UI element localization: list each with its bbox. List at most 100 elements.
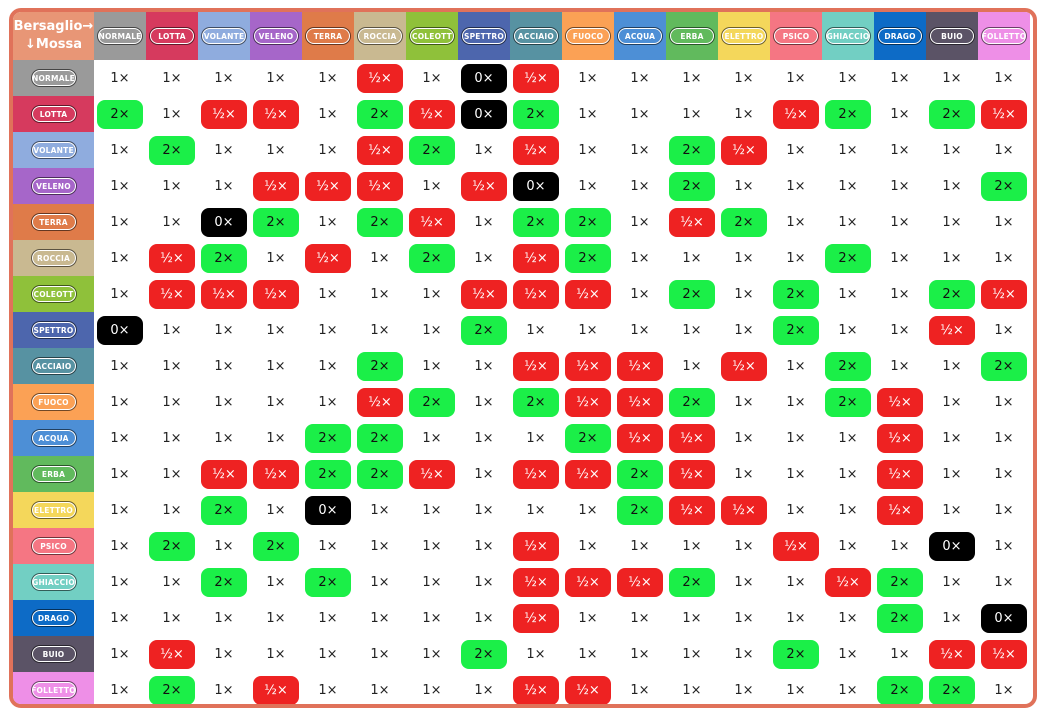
row-header-acqua: ACQUA	[13, 420, 94, 456]
column-header-drago: DRAGO	[874, 12, 926, 60]
effectiveness-value: ½×	[513, 351, 559, 381]
cell-terra-vs-roccia: 2×	[354, 204, 406, 240]
effectiveness-value: ½×	[513, 531, 559, 561]
effectiveness-value: 1×	[110, 538, 130, 554]
cell-spettro-vs-buio: ½×	[926, 312, 978, 348]
effectiveness-value: 1×	[110, 286, 130, 302]
cell-acqua-vs-spettro: 1×	[458, 420, 510, 456]
cell-acqua-vs-acqua: ½×	[614, 420, 666, 456]
effectiveness-value: 2×	[513, 387, 559, 417]
effectiveness-value: 1×	[942, 574, 962, 590]
cell-roccia-vs-spettro: 1×	[458, 240, 510, 276]
cell-acciaio-vs-roccia: 2×	[354, 348, 406, 384]
cell-drago-vs-veleno: 1×	[250, 600, 302, 636]
effectiveness-value: 1×	[578, 502, 598, 518]
cell-buio-vs-psico: 2×	[770, 636, 822, 672]
cell-buio-vs-terra: 1×	[302, 636, 354, 672]
effectiveness-value: ½×	[409, 207, 455, 237]
cell-elettro-vs-ghiaccio: 1×	[822, 492, 874, 528]
cell-erba-vs-elettro: 1×	[718, 456, 770, 492]
cell-ghiaccio-vs-acqua: ½×	[614, 564, 666, 600]
cell-fuoco-vs-acqua: ½×	[614, 384, 666, 420]
cell-coleott-vs-veleno: ½×	[250, 276, 302, 312]
cell-erba-vs-lotta: 1×	[146, 456, 198, 492]
cell-fuoco-vs-acciaio: 2×	[510, 384, 562, 420]
cell-drago-vs-buio: 1×	[926, 600, 978, 636]
cell-folletto-vs-drago: 2×	[874, 672, 926, 704]
type-badge-drago: DRAGO	[878, 28, 922, 44]
cell-erba-vs-erba: ½×	[666, 456, 718, 492]
effectiveness-value: 1×	[110, 70, 130, 86]
effectiveness-value: 2×	[877, 675, 923, 704]
cell-normale-vs-buio: 1×	[926, 60, 978, 96]
effectiveness-value: 2×	[201, 243, 247, 273]
effectiveness-value: 1×	[370, 574, 390, 590]
cell-folletto-vs-lotta: 2×	[146, 672, 198, 704]
cell-folletto-vs-normale: 1×	[94, 672, 146, 704]
cell-acqua-vs-acciaio: 1×	[510, 420, 562, 456]
column-header-ghiaccio: GHIACCIO	[822, 12, 874, 60]
effectiveness-value: 1×	[838, 178, 858, 194]
cell-normale-vs-elettro: 1×	[718, 60, 770, 96]
effectiveness-value: 1×	[318, 70, 338, 86]
cell-ghiaccio-vs-erba: 2×	[666, 564, 718, 600]
effectiveness-value: 1×	[370, 646, 390, 662]
cell-fuoco-vs-volante: 1×	[198, 384, 250, 420]
effectiveness-value: 1×	[786, 394, 806, 410]
effectiveness-value: 2×	[877, 567, 923, 597]
effectiveness-value: 1×	[630, 214, 650, 230]
cell-coleott-vs-acqua: 1×	[614, 276, 666, 312]
cell-ghiaccio-vs-terra: 2×	[302, 564, 354, 600]
column-header-veleno: VELENO	[250, 12, 302, 60]
effectiveness-value: ½×	[669, 459, 715, 489]
effectiveness-value: ½×	[617, 567, 663, 597]
cell-volante-vs-spettro: 1×	[458, 132, 510, 168]
effectiveness-value: ½×	[253, 675, 299, 704]
type-badge-coleott: COLEOTT	[31, 286, 76, 302]
cell-roccia-vs-normale: 1×	[94, 240, 146, 276]
effectiveness-value: 1×	[734, 322, 754, 338]
effectiveness-value: 0×	[513, 171, 559, 201]
effectiveness-value: 1×	[994, 502, 1014, 518]
type-chart-table: Bersaglio→ ↓Mossa NORMALE LOTTA VOLANTE VEL…	[9, 8, 1037, 708]
effectiveness-value: ½×	[357, 171, 403, 201]
cell-terra-vs-terra: 1×	[302, 204, 354, 240]
effectiveness-value: ½×	[929, 315, 975, 345]
cell-lotta-vs-lotta: 1×	[146, 96, 198, 132]
cell-drago-vs-spettro: 1×	[458, 600, 510, 636]
cell-buio-vs-erba: 1×	[666, 636, 718, 672]
effectiveness-value: 1×	[162, 358, 182, 374]
row-header-erba: ERBA	[13, 456, 94, 492]
cell-roccia-vs-coleott: 2×	[406, 240, 458, 276]
effectiveness-value: 1×	[370, 286, 390, 302]
cell-terra-vs-psico: 1×	[770, 204, 822, 240]
cell-elettro-vs-acciaio: 1×	[510, 492, 562, 528]
effectiveness-value: 1×	[682, 70, 702, 86]
type-badge-elettro: ELETTRO	[31, 502, 76, 518]
cell-acqua-vs-ghiaccio: 1×	[822, 420, 874, 456]
cell-fuoco-vs-terra: 1×	[302, 384, 354, 420]
cell-roccia-vs-acciaio: ½×	[510, 240, 562, 276]
cell-buio-vs-volante: 1×	[198, 636, 250, 672]
effectiveness-value: 1×	[266, 142, 286, 158]
cell-normale-vs-volante: 1×	[198, 60, 250, 96]
effectiveness-value: 1×	[474, 142, 494, 158]
effectiveness-value: 2×	[149, 531, 195, 561]
effectiveness-value: ½×	[305, 243, 351, 273]
effectiveness-value: ½×	[253, 99, 299, 129]
cell-normale-vs-ghiaccio: 1×	[822, 60, 874, 96]
effectiveness-value: 1×	[890, 538, 910, 554]
cell-fuoco-vs-fuoco: ½×	[562, 384, 614, 420]
effectiveness-value: 1×	[162, 394, 182, 410]
effectiveness-value: 1×	[734, 178, 754, 194]
effectiveness-value: 2×	[669, 279, 715, 309]
type-badge-erba: ERBA	[670, 28, 714, 44]
cell-psico-vs-elettro: 1×	[718, 528, 770, 564]
cell-roccia-vs-terra: ½×	[302, 240, 354, 276]
cell-drago-vs-fuoco: 1×	[562, 600, 614, 636]
effectiveness-value: ½×	[409, 459, 455, 489]
effectiveness-value: 1×	[786, 682, 806, 698]
cell-folletto-vs-erba: 1×	[666, 672, 718, 704]
effectiveness-value: 1×	[422, 178, 442, 194]
effectiveness-value: 1×	[162, 70, 182, 86]
